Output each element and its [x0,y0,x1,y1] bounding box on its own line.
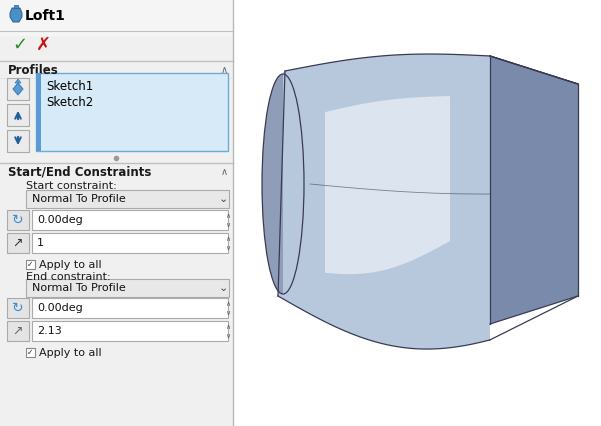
FancyBboxPatch shape [7,130,29,152]
Bar [26,348,35,357]
Bar [32,233,228,253]
Bar [7,233,29,253]
Text: Start constraint:: Start constraint: [26,181,117,191]
Bar [26,190,229,208]
Text: ⌄: ⌄ [219,194,228,204]
Text: ↗: ↗ [13,325,23,337]
Bar [0,0,233,36]
Text: Normal To Profile: Normal To Profile [32,194,126,204]
Text: ∨: ∨ [225,310,230,316]
Bar [7,210,29,230]
Bar [36,73,228,151]
Polygon shape [10,8,22,22]
FancyBboxPatch shape [7,78,29,100]
Text: End constraint:: End constraint: [26,272,111,282]
Polygon shape [13,83,23,95]
Text: Loft1: Loft1 [25,9,66,23]
Text: ∧: ∧ [225,213,230,219]
Text: ∧: ∧ [221,167,228,177]
Text: 1: 1 [37,238,44,248]
Text: Profiles: Profiles [8,63,59,77]
Text: ∧: ∧ [225,301,230,307]
Text: 0.00deg: 0.00deg [37,215,83,225]
Bar [7,321,29,341]
Text: ↻: ↻ [12,213,24,227]
Polygon shape [283,72,325,296]
Bar [14,5,18,8]
Bar [32,210,228,230]
Bar [26,260,35,269]
Text: ∨: ∨ [225,222,230,228]
Text: 2.13: 2.13 [37,326,62,336]
FancyBboxPatch shape [7,104,29,126]
Bar [36,73,41,151]
Text: Start/End Constraints: Start/End Constraints [8,165,151,178]
Bar [26,279,229,297]
Text: ✗: ✗ [36,36,51,54]
Text: 0.00deg: 0.00deg [37,303,83,313]
Text: ⌄: ⌄ [219,283,228,293]
Text: ∨: ∨ [225,333,230,339]
Bar [7,298,29,318]
Text: Normal To Profile: Normal To Profile [32,283,126,293]
Text: ✓: ✓ [12,36,27,54]
Text: Apply to all: Apply to all [39,260,102,270]
Bar [233,0,601,426]
Text: ✓: ✓ [27,348,34,357]
Polygon shape [285,54,578,84]
Text: Sketch2: Sketch2 [46,97,93,109]
Text: Sketch1: Sketch1 [46,81,93,93]
Polygon shape [490,56,578,324]
Text: ∨: ∨ [225,245,230,251]
Polygon shape [278,54,490,349]
Text: ∧: ∧ [225,236,230,242]
Text: ✓: ✓ [27,259,34,268]
Text: ∧: ∧ [225,324,230,330]
Bar [0,0,233,426]
Bar [32,298,228,318]
Polygon shape [15,79,21,83]
Polygon shape [310,96,450,274]
Text: ↻: ↻ [12,301,24,315]
Ellipse shape [262,74,304,294]
Text: ↗: ↗ [13,236,23,250]
Bar [32,321,228,341]
Text: Apply to all: Apply to all [39,348,102,358]
Text: ∧: ∧ [221,65,228,75]
